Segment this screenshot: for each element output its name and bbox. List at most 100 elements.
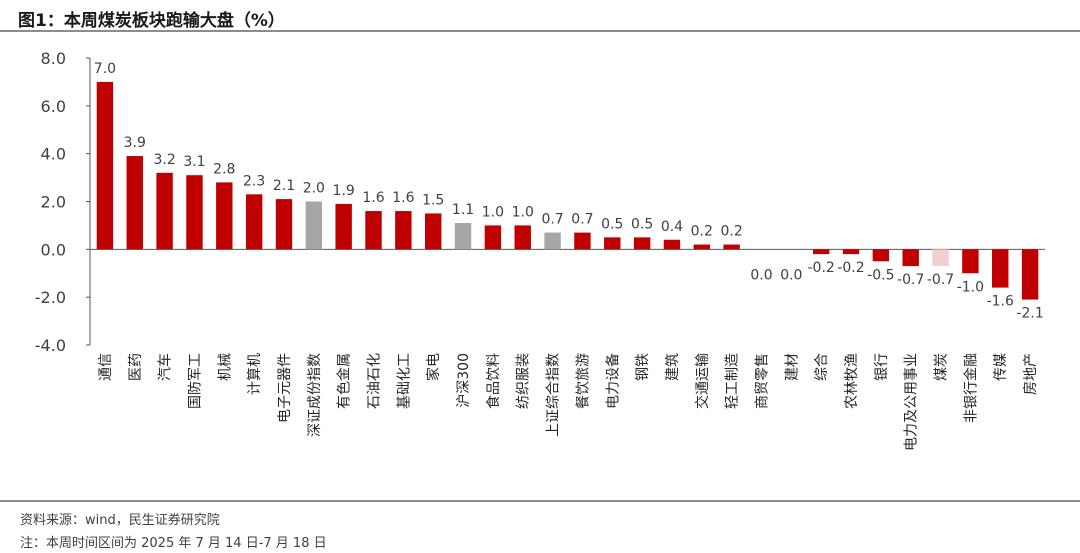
- bar: [424, 213, 442, 250]
- bar: [395, 211, 412, 250]
- x-tick-label: 深证成份指数: [307, 353, 323, 437]
- bar: [365, 211, 382, 250]
- source-note: 资料来源：wind，民生证券研究院: [20, 513, 220, 528]
- data-label: -0.2: [808, 260, 835, 276]
- x-tick-label: 建筑: [665, 353, 681, 381]
- bar: [962, 249, 979, 274]
- bar: [216, 182, 233, 250]
- data-label: 0.5: [631, 216, 653, 232]
- x-tick-label: 通信: [98, 353, 114, 381]
- x-tick-label: 餐饮旅游: [575, 353, 591, 409]
- data-label: -1.6: [987, 294, 1014, 310]
- bar: [633, 237, 651, 250]
- data-label: -0.7: [927, 272, 954, 288]
- bar: [574, 232, 591, 250]
- bar: [663, 239, 681, 250]
- y-tick-label: 8.0: [41, 49, 66, 68]
- y-tick-label: -4.0: [35, 336, 66, 355]
- y-tick-label: 6.0: [41, 97, 66, 116]
- data-label: 2.0: [303, 181, 325, 197]
- chart-x-tick-labels: 通信 医药 汽车 国防军工 机械 计算机 电子元器件 深证成份指数 有色金属 石油石化 基础化工 家电…: [98, 353, 1039, 451]
- y-tick-label: 2.0: [41, 193, 66, 212]
- x-tick-label: 电力及公用事业: [904, 353, 920, 451]
- chart-data-labels: 7.0 3.9 3.2 3.1 2.8 2.3 2.1 2.0 1.9 1.6 1.6 1.5 1.1 1…: [94, 61, 1044, 322]
- data-label: 1.1: [452, 202, 474, 218]
- y-tick-label: 4.0: [41, 145, 66, 164]
- bar: [872, 249, 890, 262]
- bar: [335, 203, 352, 250]
- bar: [932, 249, 949, 267]
- x-tick-label: 沪深300: [456, 353, 472, 408]
- data-label: 0.5: [601, 216, 623, 232]
- x-tick-label: 钢铁: [635, 353, 651, 381]
- bar: [812, 249, 830, 255]
- data-label: 3.1: [183, 154, 205, 170]
- x-tick-label: 家电: [425, 353, 442, 381]
- x-tick-label: 有色金属: [336, 353, 353, 409]
- bar: [454, 223, 472, 250]
- x-tick-label: 商贸零售: [754, 353, 770, 409]
- data-label: 0.2: [691, 224, 713, 240]
- bar: [245, 194, 263, 250]
- x-tick-label: 交通运输: [694, 353, 711, 409]
- bottom-divider: [0, 500, 1080, 502]
- data-label: 0.7: [541, 212, 563, 228]
- x-tick-label: 建材: [784, 353, 800, 381]
- x-tick-label: 汽车: [157, 353, 174, 381]
- data-label: -1.0: [957, 279, 984, 295]
- chart-title: 图1：本周煤炭板块跑输大盘（%）: [18, 11, 285, 31]
- data-label: 1.6: [362, 190, 384, 206]
- bar: [902, 249, 919, 267]
- bar: [992, 249, 1009, 288]
- x-tick-label: 电力设备: [604, 353, 621, 409]
- x-tick-label: 纺织服装: [516, 353, 532, 409]
- x-tick-label: 电子元器件: [277, 353, 293, 423]
- data-label: 0.0: [780, 267, 802, 283]
- data-label: 0.0: [750, 267, 772, 283]
- bar: [186, 175, 203, 250]
- bar: [693, 244, 711, 250]
- data-label: 0.7: [571, 212, 593, 228]
- data-label: 3.2: [153, 152, 175, 168]
- data-label: 7.0: [94, 61, 116, 77]
- bar: [842, 249, 860, 255]
- data-label: 3.9: [124, 135, 146, 151]
- x-tick-label: 基础化工: [395, 353, 412, 409]
- x-tick-label: 上证综合指数: [546, 353, 562, 437]
- chart-bars: [96, 81, 1039, 300]
- x-tick-label: 轻工制造: [725, 353, 741, 409]
- bar: [604, 237, 621, 250]
- bar: [126, 156, 143, 250]
- bar: [484, 225, 502, 250]
- x-tick-label: 国防军工: [187, 353, 203, 409]
- bar: [305, 201, 323, 250]
- period-note: 注：本周时间区间为 2025 年 7 月 14 日-7 月 18 日: [20, 536, 327, 551]
- bar: [514, 225, 531, 250]
- data-label: -0.2: [837, 260, 864, 276]
- data-label: -0.7: [897, 272, 924, 288]
- data-label: -0.5: [867, 267, 894, 283]
- bar: [275, 199, 293, 250]
- x-tick-label: 传媒: [993, 353, 1009, 381]
- data-label: 2.1: [273, 178, 295, 194]
- x-tick-label: 农林牧渔: [844, 353, 860, 409]
- x-tick-label: 医药: [128, 353, 144, 381]
- y-tick-label: -2.0: [35, 288, 66, 307]
- bar: [1021, 249, 1039, 300]
- x-tick-label: 非银行金融: [963, 353, 979, 423]
- x-tick-label: 计算机: [247, 353, 263, 395]
- x-tick-label: 食品饮料: [485, 353, 502, 409]
- data-label: 1.9: [333, 183, 355, 199]
- y-tick-label: 0.0: [41, 240, 66, 259]
- data-label: -2.1: [1016, 306, 1043, 322]
- data-label: 1.0: [482, 204, 504, 220]
- bar: [156, 172, 173, 250]
- x-tick-label: 综合: [814, 353, 830, 381]
- bar: [96, 81, 114, 250]
- data-label: 1.0: [512, 204, 534, 220]
- x-tick-label: 煤炭: [934, 353, 950, 381]
- x-tick-label: 机械: [217, 353, 233, 381]
- data-label: 0.2: [721, 224, 743, 240]
- x-tick-label: 房地产: [1023, 353, 1039, 395]
- top-divider: [0, 30, 1080, 32]
